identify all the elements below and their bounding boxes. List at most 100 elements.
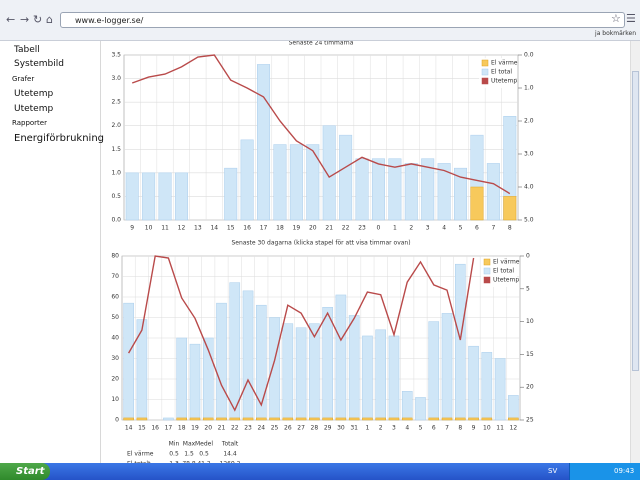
bar (401, 417, 413, 421)
x-tick-label: 12 (178, 225, 186, 232)
x-tick-label: 0 (377, 225, 381, 232)
bar (176, 417, 187, 421)
y2-tick-label: 4.0 (524, 184, 534, 191)
table-header: Min (169, 441, 180, 448)
scroll-thumb[interactable] (632, 71, 639, 371)
bar (468, 417, 479, 421)
bar (441, 313, 453, 421)
x-tick-label: 9 (472, 425, 476, 432)
y2-tick-label: 5.0 (524, 217, 534, 224)
x-tick-label: 27 (297, 425, 305, 432)
x-tick-label: 22 (342, 225, 350, 232)
x-tick-label: 25 (271, 425, 279, 432)
x-tick-label: 19 (293, 225, 301, 232)
y-tick-label: 60 (111, 294, 119, 301)
bar (136, 417, 148, 421)
x-tick-label: 7 (491, 225, 495, 232)
menu-button[interactable]: ☰ (626, 12, 636, 25)
y-tick-label: 80 (111, 253, 119, 260)
bar (216, 302, 227, 421)
x-tick-label: 11 (161, 225, 169, 232)
bar (371, 158, 385, 221)
table-header: Max (183, 441, 196, 448)
y-tick-label: 30 (111, 355, 119, 362)
back-button[interactable]: ← (6, 13, 16, 26)
x-tick-label: 8 (508, 225, 512, 232)
bar (503, 196, 517, 221)
bar (428, 321, 440, 421)
bar (388, 335, 400, 421)
x-tick-label: 15 (138, 425, 146, 432)
x-tick-label: 16 (243, 225, 251, 232)
bar (229, 282, 241, 421)
legend-swatch (481, 59, 489, 67)
bar (242, 417, 254, 421)
x-tick-label: 2 (409, 225, 413, 232)
bar (348, 417, 360, 421)
table-header: Medel (195, 441, 213, 448)
bar (257, 64, 271, 221)
bar (216, 417, 227, 421)
y2-tick-label: 5 (526, 285, 530, 292)
bar (125, 172, 139, 221)
bar (455, 263, 466, 421)
nav-link[interactable]: Energiförbrukning (14, 133, 105, 144)
x-tick-label: 4 (442, 225, 446, 232)
nav-link[interactable]: Utetemp (14, 89, 54, 99)
table-cell: 14.4 (223, 451, 237, 458)
legend-label: El total (491, 69, 512, 76)
scrollbar[interactable] (630, 41, 640, 463)
bar (240, 139, 254, 221)
y2-tick-label: 15 (526, 351, 534, 358)
legend-swatch (481, 77, 489, 85)
x-tick-label: 10 (483, 425, 491, 432)
home-button[interactable]: ⌂ (46, 13, 53, 26)
x-tick-label: 30 (337, 425, 345, 432)
forward-button[interactable]: → (20, 13, 30, 26)
bar (322, 417, 333, 421)
bar (508, 417, 519, 421)
nav-link[interactable]: Utetemp (14, 104, 54, 114)
bar (242, 290, 254, 421)
bar (224, 167, 238, 221)
clock: 09:43 (614, 467, 635, 475)
url: www.e-logger.se/ (75, 16, 144, 25)
start-button[interactable]: Start (0, 463, 50, 480)
y-tick-label: 3.0 (111, 75, 121, 82)
x-tick-label: 23 (358, 225, 366, 232)
table-row-label: El totalt (127, 461, 151, 464)
legend-swatch (481, 68, 489, 76)
x-tick-label: 7 (445, 425, 449, 432)
bar (441, 417, 453, 421)
x-tick-label: 10 (145, 225, 153, 232)
charts: Senaste 24 timmarna 0.0 0.5 1.0 1.5 2.0 2.5 3.0… (111, 41, 534, 464)
x-tick-label: 28 (311, 425, 319, 432)
bookmarks-folder[interactable]: ja bokmärken (595, 30, 636, 37)
x-tick-label: 31 (350, 425, 358, 432)
bar (123, 417, 134, 421)
y2-tick-label: 1.0 (524, 85, 534, 92)
x-tick-label: 1 (393, 225, 397, 232)
x-tick-label: 26 (284, 425, 292, 432)
x-tick-label: 14 (125, 425, 133, 432)
nav-link[interactable]: Systembild (14, 59, 64, 69)
bar (229, 417, 241, 421)
bar (309, 417, 320, 421)
bar (174, 172, 188, 221)
bar (455, 417, 466, 421)
y2-tick-label: 0.0 (524, 52, 534, 59)
address-bar[interactable]: www.e-logger.se/ (60, 12, 625, 28)
bar (335, 294, 347, 421)
bar (339, 134, 353, 221)
nav-link[interactable]: Tabell (14, 45, 40, 55)
y-tick-label: 0.5 (111, 193, 121, 200)
bar (123, 302, 134, 421)
language[interactable]: SV (548, 467, 558, 475)
x-tick-label: 24 (257, 425, 265, 432)
y-tick-label: 1.0 (111, 169, 121, 176)
x-tick-label: 2 (379, 425, 383, 432)
bar (269, 417, 280, 421)
bookmark-star[interactable]: ☆ (611, 12, 621, 25)
reload-button[interactable]: ↻ (33, 13, 43, 26)
y-tick-label: 1.5 (111, 146, 121, 153)
